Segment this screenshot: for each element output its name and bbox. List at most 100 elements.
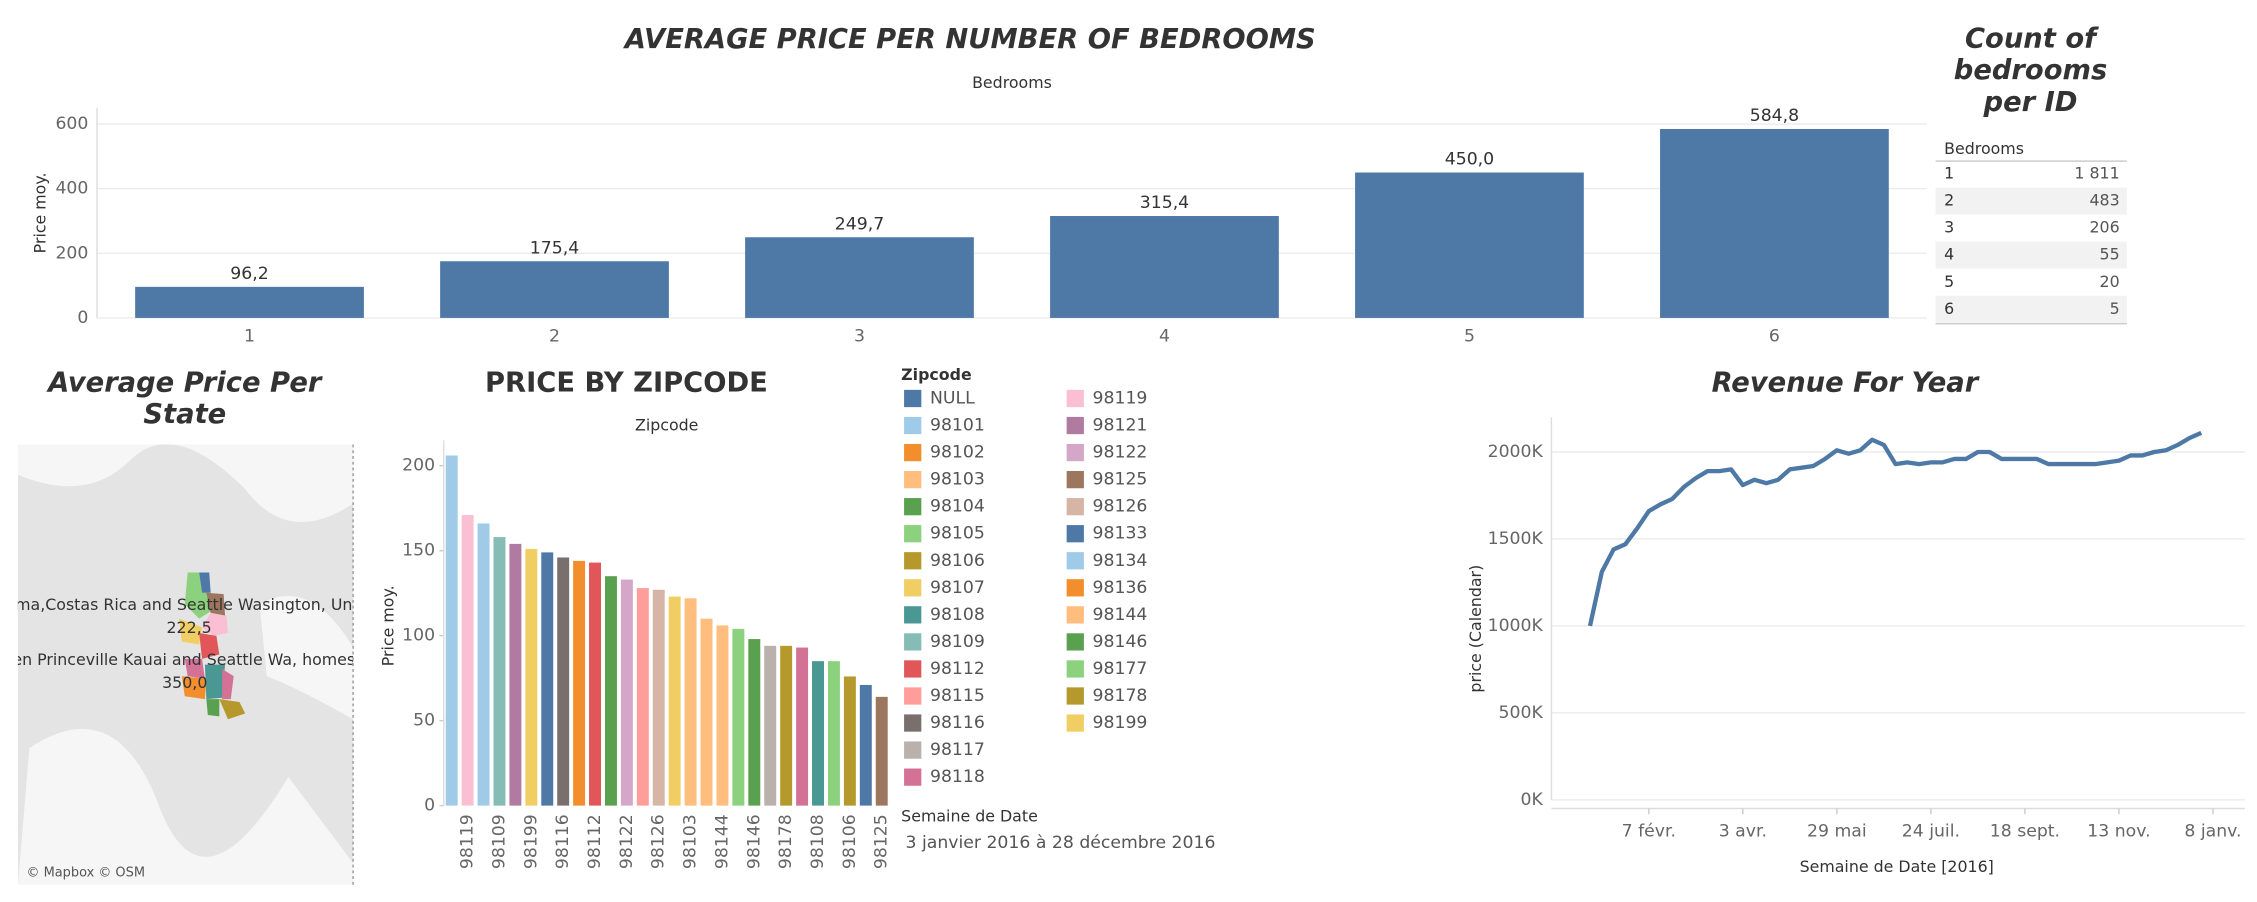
bar (732, 628, 745, 806)
x-tick-label: 98108 (808, 814, 828, 869)
data-label: 584,8 (1750, 106, 1799, 126)
legend-label: 98102 (930, 443, 985, 463)
y-tick-label: 1000K (1488, 616, 1544, 636)
bar (620, 579, 633, 806)
bar (812, 661, 824, 806)
map-label: ween Princeville Kauai and Seattle Wa, h… (0, 650, 380, 669)
x-tick-label: 98144 (712, 814, 732, 869)
legend-label: 98199 (1093, 713, 1148, 733)
legend-label: 98134 (1093, 551, 1148, 571)
map-label: 222,5 (166, 618, 211, 637)
bar (636, 588, 649, 806)
legend-swatch (904, 741, 922, 759)
legend-label: 98133 (1093, 524, 1148, 544)
y-tick-label: 150 (402, 541, 435, 561)
map-region (199, 572, 211, 593)
bar (604, 576, 617, 806)
y-tick-label: 200 (55, 243, 88, 263)
map-region (181, 676, 207, 700)
x-tick-label: 98126 (649, 814, 669, 869)
legend-swatch (904, 633, 922, 651)
legend-swatch (904, 606, 922, 624)
y-tick-label: 1500K (1488, 529, 1544, 549)
legend-label: 98107 (930, 578, 985, 598)
y-tick-label: 100 (402, 626, 435, 646)
bar (827, 661, 840, 806)
x-tick-label: 98103 (681, 814, 701, 869)
data-label: 450,0 (1445, 150, 1494, 170)
legend-swatch (904, 498, 922, 516)
y-tick-label: 0 (77, 308, 88, 328)
x-tick-label: 98106 (840, 814, 860, 869)
bar (477, 523, 490, 806)
map-region (202, 612, 228, 636)
table-row-bg (1935, 295, 2127, 323)
y-axis-label: Price moy. (30, 173, 49, 254)
bar (1050, 216, 1279, 318)
x-tick-label: 98178 (776, 814, 796, 869)
legend-label: 98112 (930, 659, 985, 679)
data-label: 315,4 (1140, 193, 1189, 213)
legend-label: 98125 (1093, 470, 1148, 490)
table-title-box: Count of bedrooms per ID (1954, 23, 2107, 118)
y-tick-label: 600 (55, 114, 88, 134)
x-tick-label: 98109 (489, 814, 509, 869)
legend-label: 98109 (930, 632, 985, 652)
legend-label: 98116 (930, 713, 985, 733)
x-tick-label: 98146 (744, 814, 764, 869)
y-tick-label: 2000K (1488, 442, 1544, 462)
x-tick-label: 7 févr. (1622, 822, 1676, 842)
legend-swatch (1066, 687, 1084, 705)
x-tick-label: 98199 (521, 814, 541, 869)
map-land (17, 444, 354, 885)
chart-title: AVERAGE PRICE PER NUMBER OF BEDROOMS (623, 24, 1316, 55)
legend-label: 98122 (1093, 443, 1148, 463)
legend-label: 98144 (1093, 605, 1148, 625)
legend-swatch (904, 525, 922, 543)
legend-swatch (1066, 389, 1084, 408)
legend-swatch (1066, 443, 1084, 462)
y-axis-label: Price moy. (379, 585, 398, 666)
legend-label: 98177 (1093, 659, 1148, 679)
filter-title: Semaine de Date (901, 807, 1038, 826)
table-row-bg (1935, 241, 2127, 269)
legend-label: 98101 (930, 416, 985, 436)
legend-label: 98136 (1093, 578, 1148, 598)
map-label: 350,0 (162, 673, 207, 692)
table-cell: 1 (1944, 164, 1954, 183)
legend-swatch (904, 389, 922, 408)
data-label: 96,2 (230, 264, 268, 284)
x-tick-label: 98122 (617, 814, 637, 869)
bar (445, 455, 458, 806)
bar (716, 625, 729, 806)
bar (509, 543, 522, 806)
legend-swatch (1066, 660, 1084, 678)
y-tick-label: 50 (413, 711, 435, 731)
legend-swatch (1066, 606, 1084, 624)
map-region (206, 592, 226, 616)
table-cell: 5 (1944, 272, 1954, 291)
map-attribution: © Mapbox © OSM (27, 866, 145, 881)
legend-label: 98178 (1093, 686, 1148, 706)
bar (589, 562, 602, 806)
bar (875, 696, 888, 806)
x-tick-label: 8 janv. (2184, 822, 2241, 842)
table-cell: 1 811 (2074, 164, 2119, 183)
legend-label: 98106 (930, 551, 985, 571)
bar (461, 514, 474, 806)
table-cell: 6 (1944, 299, 1954, 318)
legend-label: 98121 (1093, 416, 1148, 436)
x-axis-label: Semaine de Date [2016] (1800, 857, 1994, 876)
chart-subtitle: Zipcode (635, 415, 698, 434)
bar (1355, 172, 1584, 318)
table-cell: 2 (1944, 191, 1954, 210)
legend-swatch (1066, 552, 1084, 570)
x-tick-label: 4 (1159, 327, 1170, 347)
legend-swatch (1066, 498, 1084, 516)
table-row-bg (1935, 187, 2127, 215)
table-cell: 206 (2090, 218, 2120, 237)
legend-swatch (904, 768, 922, 786)
x-tick-label: 2 (549, 327, 560, 347)
